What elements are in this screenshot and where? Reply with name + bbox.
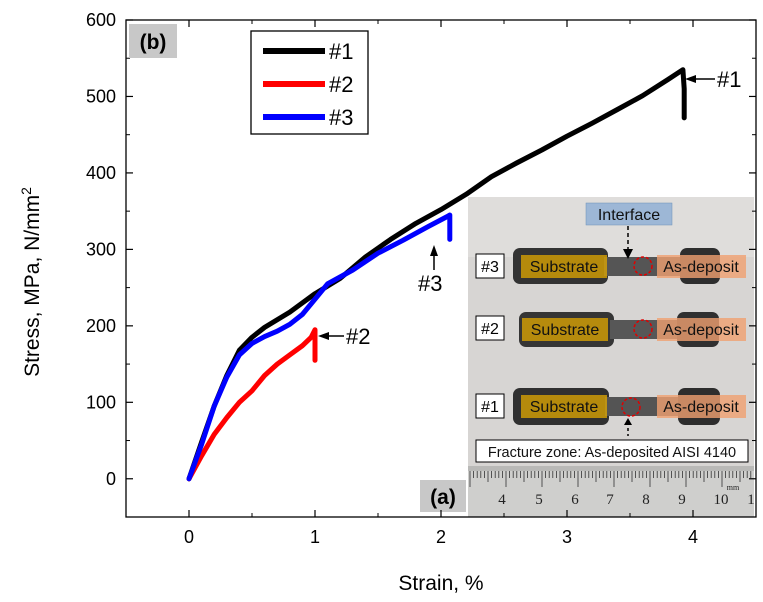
specimen-1-substrate-highlight bbox=[521, 395, 607, 418]
x-tick-label: 3 bbox=[562, 527, 572, 547]
ruler-face bbox=[468, 471, 754, 517]
specimen-3 bbox=[513, 248, 746, 284]
specimen-2 bbox=[519, 312, 746, 347]
specimen-3-interface-circle bbox=[633, 256, 653, 276]
y-tick-label: 300 bbox=[86, 239, 116, 259]
panel-label-box bbox=[129, 24, 177, 58]
annotation-3: #3 bbox=[418, 271, 442, 296]
inset-panel-label: (a) bbox=[430, 486, 456, 509]
legend-label-2: #2 bbox=[329, 72, 353, 97]
y-axis-label-superscript: 2 bbox=[18, 187, 34, 195]
series-line-1 bbox=[186, 67, 687, 482]
fracture-arrow-head bbox=[624, 418, 632, 425]
sample-label-1: #1 bbox=[481, 399, 499, 416]
axis-ticks: 0 1 2 3 4 0 100 200 300 400 500 600 bbox=[86, 10, 757, 547]
substrate-label-3: Substrate bbox=[530, 259, 599, 276]
annotation-1: #1 bbox=[717, 67, 741, 92]
ruler-number-5: 5 bbox=[535, 492, 543, 508]
legend: #1 #2 #3 bbox=[250, 30, 369, 135]
inset-photo bbox=[420, 197, 754, 517]
y-tick-label: 100 bbox=[86, 392, 116, 412]
ruler-number-4: 4 bbox=[498, 492, 506, 508]
sample-box-2 bbox=[475, 315, 505, 341]
fracture-label-box bbox=[475, 439, 749, 463]
x-axis-label: Strain, % bbox=[398, 572, 483, 595]
specimen-2-interface-circle bbox=[633, 319, 653, 339]
y-tick-label: 400 bbox=[86, 163, 116, 183]
deposit-label-2: As-deposit bbox=[663, 322, 739, 339]
y-tick-label: 600 bbox=[86, 10, 116, 30]
inset-panel-label-box bbox=[420, 480, 466, 512]
sample-label-2: #2 bbox=[481, 321, 499, 338]
y-axis-label: Stress, MPa, N/mm2 bbox=[18, 187, 44, 377]
deposit-label-1: As-deposit bbox=[663, 399, 739, 416]
specimen-2-substrate-highlight bbox=[522, 318, 608, 341]
substrate-label-2: Substrate bbox=[531, 322, 600, 339]
data-series bbox=[186, 67, 687, 482]
ruler-ticks bbox=[469, 471, 752, 487]
specimen-2-deposit-highlight bbox=[657, 318, 746, 341]
annotation-1-arrowhead bbox=[685, 75, 696, 83]
y-tick-label: 500 bbox=[86, 86, 116, 106]
specimen-3-substrate-highlight bbox=[521, 255, 607, 278]
sample-box-3 bbox=[475, 253, 505, 279]
annotation-3-arrowhead bbox=[430, 245, 438, 256]
series-line-2 bbox=[186, 327, 318, 482]
specimen-1-interface-circle bbox=[621, 397, 641, 417]
substrate-label-1: Substrate bbox=[530, 399, 599, 416]
series-line-3 bbox=[186, 212, 453, 482]
specimen-1-deposit-highlight bbox=[657, 395, 746, 418]
x-tick-label: 0 bbox=[184, 527, 194, 547]
x-tick-label: 1 bbox=[310, 527, 320, 547]
x-tick-label: 4 bbox=[688, 527, 698, 547]
y-tick-label: 0 bbox=[106, 469, 116, 489]
x-tick-label: 2 bbox=[436, 527, 446, 547]
legend-label-3: #3 bbox=[329, 105, 353, 130]
ruler-number-6: 6 bbox=[571, 492, 579, 508]
interface-arrow-head bbox=[623, 249, 633, 259]
legend-label-1: #1 bbox=[329, 39, 353, 64]
panel-label: (b) bbox=[140, 31, 167, 54]
deposit-label-3: As-deposit bbox=[663, 259, 739, 276]
ruler-number-9: 9 bbox=[678, 492, 686, 508]
annotation-arrows bbox=[318, 75, 715, 340]
sample-label-3: #3 bbox=[481, 259, 499, 276]
annotation-2-arrowhead bbox=[318, 332, 329, 340]
ruler-number-7: 7 bbox=[606, 492, 614, 508]
ruler-number-1: 1 bbox=[747, 492, 755, 508]
interface-label: Interface bbox=[598, 207, 660, 224]
annotation-2: #2 bbox=[346, 324, 370, 349]
ruler-number-10: 10 bbox=[714, 492, 729, 508]
specimen-1 bbox=[513, 388, 746, 425]
y-axis-label-main: Stress, MPa, N/mm bbox=[21, 195, 44, 377]
fracture-zone-label: Fracture zone: As-deposited AISI 4140 bbox=[488, 445, 736, 461]
interface-label-box bbox=[585, 202, 673, 226]
ruler-number-8: 8 bbox=[642, 492, 650, 508]
specimen-3-deposit-highlight bbox=[657, 255, 746, 278]
ruler-unit: mm bbox=[727, 483, 740, 492]
y-tick-label: 200 bbox=[86, 316, 116, 336]
sample-box-1 bbox=[475, 393, 505, 419]
